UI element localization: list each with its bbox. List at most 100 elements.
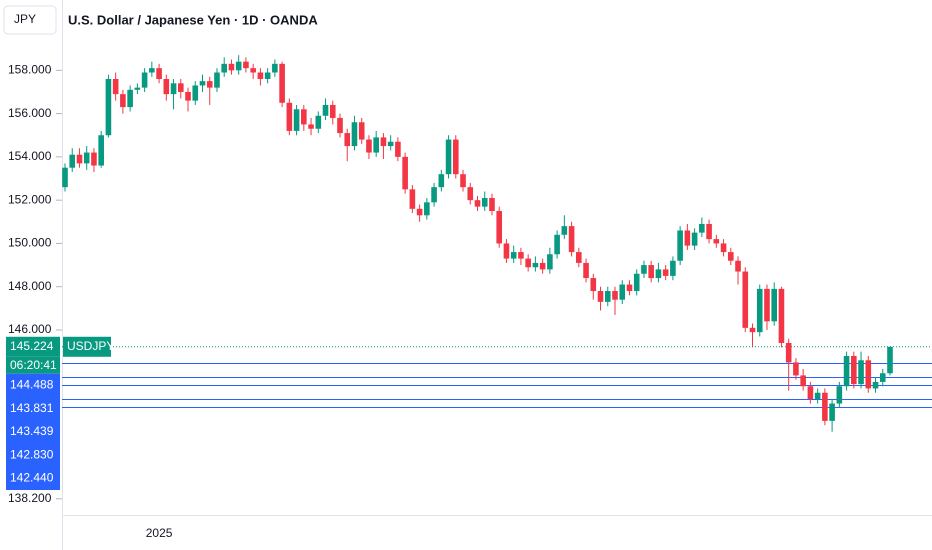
candle-body <box>872 381 879 389</box>
candle-body <box>329 104 336 118</box>
candle-body <box>98 135 104 166</box>
candle-body <box>503 243 510 259</box>
candle-body <box>199 81 206 86</box>
candle-body <box>597 291 604 302</box>
y-tick-label: 154.000 <box>8 149 52 163</box>
candle-body <box>112 78 119 95</box>
level-label: 142.440 <box>10 471 54 485</box>
candle-body <box>286 102 293 131</box>
candle-body <box>814 392 821 400</box>
candle-body <box>91 152 97 166</box>
candle-body <box>851 355 857 385</box>
candle-body <box>235 61 242 71</box>
candle-body <box>764 288 770 322</box>
candle-body <box>641 265 647 274</box>
level-label: 143.831 <box>10 401 54 415</box>
candle-body <box>539 262 546 270</box>
candle-body <box>576 252 582 263</box>
candle-body <box>438 174 445 188</box>
candle-body <box>604 291 611 302</box>
candle-body <box>662 269 669 276</box>
candle-body <box>547 254 553 270</box>
candle-body <box>829 403 835 421</box>
candle-body <box>214 72 220 88</box>
candle-body <box>496 210 503 244</box>
candle-body <box>69 154 76 168</box>
y-tick-label: 156.000 <box>8 106 52 120</box>
candle-body <box>221 63 228 73</box>
candle-body <box>612 291 618 300</box>
candle-body <box>771 288 778 322</box>
candle-body <box>865 360 872 389</box>
candle-body <box>619 284 626 300</box>
candle-body <box>293 109 300 131</box>
candle-body <box>272 63 278 73</box>
candle-body <box>424 202 430 216</box>
candle-body <box>366 139 372 153</box>
candle-body <box>561 226 568 235</box>
candle-body <box>778 288 785 343</box>
candle-body <box>257 72 264 79</box>
candle-body <box>648 265 654 279</box>
candle-body <box>308 124 314 129</box>
candle-body <box>156 68 162 79</box>
candle-body <box>315 115 322 129</box>
candle-body <box>185 91 191 101</box>
candle-body <box>250 68 256 73</box>
candle-body <box>402 156 408 190</box>
candle-body <box>858 360 864 385</box>
candle-body <box>62 167 68 188</box>
candle-body <box>431 187 437 203</box>
countdown-label: 06:20:41 <box>10 358 57 372</box>
y-tick-label: 146.000 <box>8 322 52 336</box>
candle-body <box>727 252 734 261</box>
candle-body <box>387 141 394 147</box>
candle-body <box>409 189 416 209</box>
symbol-label: USDJPY <box>67 339 114 353</box>
symbol-box <box>63 336 111 357</box>
candle-body <box>358 122 365 140</box>
level-label: 142.830 <box>10 447 54 461</box>
candle-body <box>807 386 814 400</box>
candle-body <box>460 174 466 188</box>
candle-body <box>887 346 893 374</box>
candle-body <box>713 239 720 244</box>
candle-body <box>380 137 387 147</box>
candle-body <box>105 78 112 136</box>
candle-body <box>474 200 481 207</box>
candle-body <box>554 234 560 255</box>
y-tick-label: 148.000 <box>8 279 52 293</box>
candle-body <box>735 260 741 272</box>
last-price-label: 145.224 <box>10 339 54 353</box>
candle-body <box>120 94 126 108</box>
currency-button[interactable] <box>3 5 57 35</box>
candle-body <box>800 375 806 387</box>
candle-body <box>134 87 141 90</box>
candle-body <box>836 386 843 404</box>
candle-body <box>822 392 828 421</box>
candle-body <box>416 208 423 216</box>
candle-body <box>742 271 749 328</box>
candle-body <box>626 284 633 292</box>
candle-body <box>532 262 539 268</box>
candle-body <box>344 133 351 147</box>
candle-body <box>518 252 524 259</box>
y-tick-label: 158.000 <box>8 62 52 76</box>
candle-body <box>395 141 401 157</box>
candle-body <box>677 230 683 261</box>
candle-body <box>749 327 756 333</box>
candle-body <box>322 104 329 116</box>
x-tick-label: 2025 <box>146 526 173 540</box>
candle-body <box>590 278 597 292</box>
candle-body <box>633 273 640 292</box>
candle-body <box>699 223 705 233</box>
candle-body <box>510 252 517 259</box>
candle-body <box>76 154 83 164</box>
candle-body <box>445 139 452 175</box>
candle-body <box>279 63 285 103</box>
candle-body <box>489 197 495 211</box>
candle-body <box>691 232 698 246</box>
candle-body <box>243 61 249 69</box>
last-price-box <box>6 336 60 357</box>
